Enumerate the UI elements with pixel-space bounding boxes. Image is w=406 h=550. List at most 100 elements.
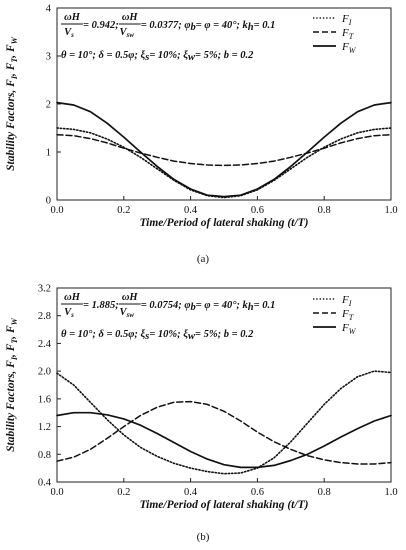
chart-a: 0 1 2 3 4 0.0 0.2 0.4 0.6 0.8 1.0 Time/Period of la…: [5, 4, 398, 266]
data-point: [157, 168, 158, 169]
data-point: [56, 461, 57, 462]
figure-caption: (a): [197, 253, 210, 265]
y-label-f: F: [5, 79, 17, 88]
annot-sub: b: [190, 302, 195, 313]
legend-label: FI: [341, 13, 352, 27]
data-point: [324, 459, 325, 460]
data-point: [357, 376, 358, 377]
data-point: [207, 471, 208, 472]
annot-frac-den-main: V: [120, 307, 128, 318]
data-point: [56, 127, 57, 128]
annot-text: = 1.885;: [83, 300, 119, 311]
data-point: [290, 449, 291, 450]
y-label-sub: T: [10, 338, 19, 344]
y-label-sub: I: [10, 75, 19, 80]
data-point: [374, 420, 375, 421]
data-point: [173, 442, 174, 443]
data-point: [73, 457, 74, 458]
annot-frac-num: ωH: [64, 292, 81, 303]
annot-sub: h: [248, 22, 254, 33]
data-point: [307, 423, 308, 424]
data-point: [340, 123, 341, 124]
annot-sub: w: [188, 52, 196, 63]
data-point: [240, 467, 241, 468]
data-point: [390, 372, 391, 373]
annot-sub: w: [188, 331, 196, 342]
y-label-sub: T: [10, 57, 19, 63]
data-point: [90, 402, 91, 403]
data-point: [324, 148, 325, 149]
annot-frac-den: Vsw: [120, 27, 135, 39]
data-point: [240, 195, 241, 196]
data-point: [390, 102, 391, 103]
data-point: [90, 138, 91, 139]
data-point: [190, 163, 191, 164]
data-point: [223, 165, 224, 166]
data-point: [324, 137, 325, 138]
annot-sub: s: [144, 331, 149, 342]
legend-main: F: [341, 294, 349, 306]
legend-main: F: [341, 41, 349, 53]
data-point: [357, 111, 358, 112]
data-point: [207, 195, 208, 196]
data-point: [223, 464, 224, 465]
legend-sub: W: [349, 327, 357, 336]
data-point: [340, 388, 341, 389]
plot-frame: [56, 7, 392, 201]
data-point: [374, 129, 375, 130]
annot-frac-den-sub: s: [70, 311, 74, 319]
data-point: [107, 438, 108, 439]
data-point: [357, 132, 358, 133]
data-point: [73, 412, 74, 413]
data-point: [357, 138, 358, 139]
data-point: [290, 168, 291, 169]
x-tick-label: 0.8: [318, 205, 331, 216]
y-tick-label: 1.2: [38, 422, 51, 433]
data-point: [374, 104, 375, 105]
data-point: [107, 138, 108, 139]
series-line-FI: [56, 127, 392, 199]
data-point: [107, 142, 108, 143]
legend-sub: I: [348, 18, 352, 27]
legend-main: F: [341, 308, 349, 320]
x-tick-label: 0.2: [117, 205, 130, 216]
plot-frame: [56, 287, 392, 483]
y-label-sub: W: [10, 36, 19, 44]
annot-text: θ = 10°; δ = 0.5φ; ξ: [61, 329, 146, 340]
x-axis-label: Time/Period of lateral shaking (t/T): [140, 217, 309, 229]
data-point: [140, 151, 141, 152]
annot-sub: b: [190, 22, 195, 33]
data-point: [140, 157, 141, 158]
legend-sub: T: [349, 313, 354, 322]
data-point: [223, 473, 224, 474]
y-label-sep: , F: [5, 62, 17, 77]
annot-sub: s: [144, 52, 149, 63]
data-point: [324, 445, 325, 446]
annot-frac-num: ωH: [122, 12, 139, 23]
data-point: [107, 414, 108, 415]
data-point: [123, 426, 124, 427]
data-point: [307, 151, 308, 152]
data-point: [123, 418, 124, 419]
data-point: [390, 127, 391, 128]
data-point: [223, 196, 224, 197]
annot-frac-den-main: V: [120, 27, 128, 38]
data-point: [274, 465, 275, 466]
data-point: [190, 451, 191, 452]
data-point: [257, 432, 258, 433]
data-point: [123, 148, 124, 149]
y-label-f: F: [5, 360, 17, 369]
y-tick-label: 2: [46, 100, 51, 111]
annot-frac-den: Vs: [64, 307, 74, 319]
y-tick-label: 1.6: [38, 394, 51, 405]
data-point: [374, 371, 375, 372]
data-point: [157, 456, 158, 457]
annot-frac-num: ωH: [64, 12, 81, 23]
annot-sub: h: [248, 302, 254, 313]
y-label-sub: W: [10, 317, 19, 325]
y-label-sep: , F: [5, 325, 17, 340]
annot-frac-den: Vs: [64, 27, 74, 39]
x-tick-label: 0.6: [251, 205, 264, 216]
legend-main: F: [341, 322, 349, 334]
